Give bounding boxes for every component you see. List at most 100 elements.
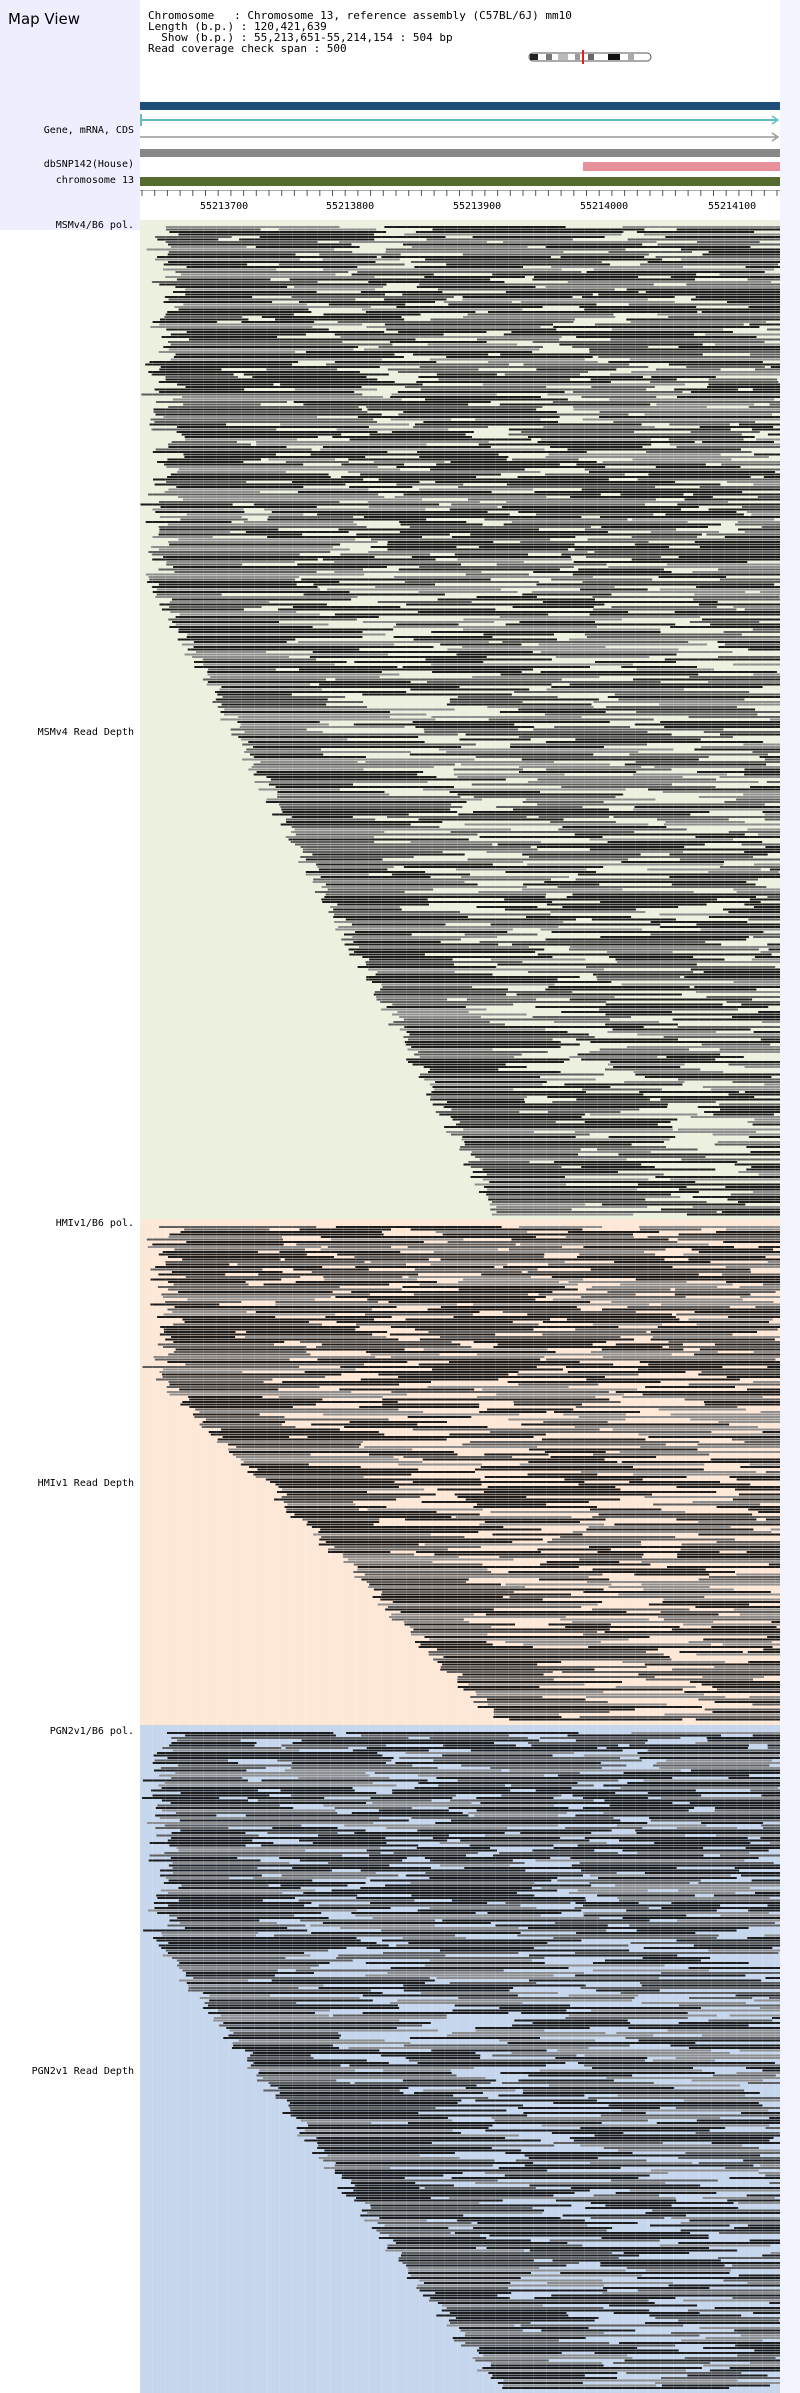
read-bar xyxy=(267,518,427,521)
read-bar xyxy=(159,1371,243,1373)
read-bar xyxy=(477,1396,596,1398)
read-bar xyxy=(512,943,722,946)
read-bar xyxy=(194,1416,285,1418)
read-bar xyxy=(470,1749,623,1752)
read-bar xyxy=(535,1789,696,1792)
read-bar xyxy=(670,276,780,278)
read-bar xyxy=(419,488,534,491)
read-bar xyxy=(586,556,662,558)
read-bar xyxy=(244,731,323,733)
read-bar xyxy=(624,763,767,766)
read-bar xyxy=(714,2307,780,2309)
read-bar xyxy=(699,1348,780,1351)
read-bar xyxy=(356,533,450,536)
read-bar xyxy=(393,626,597,628)
read-bar xyxy=(429,358,585,361)
read-bar xyxy=(362,2012,509,2014)
read-bar xyxy=(545,768,672,771)
read-bar xyxy=(732,1081,780,1083)
read-bar xyxy=(354,951,536,953)
read-bar xyxy=(602,2292,780,2294)
read-bar xyxy=(152,1243,284,1246)
read-bar xyxy=(590,378,677,381)
read-bar xyxy=(450,2322,531,2324)
read-bar xyxy=(548,986,690,988)
read-bar xyxy=(171,246,247,248)
read-bar xyxy=(670,626,780,628)
read-bar xyxy=(260,761,358,763)
read-bar xyxy=(266,368,338,371)
read-bar xyxy=(489,1181,696,1183)
read-bar xyxy=(173,1323,322,1326)
read-bar xyxy=(587,538,780,541)
msm-pol-label: MSMv4/B6 pol. xyxy=(55,220,134,231)
read-bar xyxy=(185,386,362,388)
read-bar xyxy=(621,861,725,863)
read-bar xyxy=(563,1413,626,1416)
read-bar xyxy=(387,1606,582,1608)
read-bar xyxy=(655,466,741,468)
read-bar xyxy=(165,313,294,316)
read-bar xyxy=(723,631,780,633)
read-bar xyxy=(158,381,395,383)
read-bar xyxy=(572,573,780,576)
read-bar xyxy=(511,1784,594,1787)
read-bar xyxy=(176,486,304,488)
read-bar xyxy=(159,1774,370,1777)
read-bar xyxy=(236,1456,394,1458)
read-bar xyxy=(459,738,531,741)
read-bar xyxy=(391,431,474,433)
read-bar xyxy=(559,343,703,346)
read-bar xyxy=(609,1804,780,1807)
read-bar xyxy=(608,1063,685,1066)
read-bar xyxy=(536,368,617,371)
read-bar xyxy=(434,1088,514,1091)
read-bar xyxy=(597,978,780,981)
read-bar xyxy=(317,2144,555,2147)
read-bar xyxy=(671,883,756,886)
read-bar xyxy=(172,1862,290,1864)
read-bar xyxy=(475,1691,604,1693)
read-bar xyxy=(628,2027,780,2029)
read-bar xyxy=(484,518,628,521)
read-bar xyxy=(145,573,365,576)
read-bar xyxy=(578,568,664,571)
read-bar xyxy=(395,2242,568,2244)
read-bar xyxy=(657,1326,780,1328)
read-bar xyxy=(180,518,248,521)
read-bar xyxy=(207,681,411,683)
read-bar xyxy=(411,556,571,558)
read-bar xyxy=(261,316,402,318)
read-bar xyxy=(583,1754,780,1757)
read-bar xyxy=(741,1874,780,1877)
read-bar xyxy=(302,851,443,853)
read-bar xyxy=(387,368,479,371)
read-bar xyxy=(754,1118,780,1121)
read-bar xyxy=(170,473,329,476)
read-bar xyxy=(318,1834,449,1837)
read-bar xyxy=(754,863,780,866)
read-bar xyxy=(416,286,536,288)
read-bar xyxy=(493,1711,610,1713)
read-bar xyxy=(569,2137,774,2139)
read-bar xyxy=(468,1161,530,1163)
read-bar xyxy=(769,403,780,406)
read-bar xyxy=(389,1616,566,1618)
read-bar xyxy=(729,2014,780,2017)
read-bar xyxy=(605,1013,780,1016)
read-bar xyxy=(177,1764,413,1767)
read-bar xyxy=(286,821,443,823)
chromosome-ideogram[interactable] xyxy=(528,50,653,64)
read-bar xyxy=(164,296,253,298)
hmi-pol-label: HMIv1/B6 pol. xyxy=(55,1218,134,1229)
read-bar xyxy=(440,1864,510,1867)
read-bar xyxy=(393,1021,490,1023)
read-bar xyxy=(760,2164,780,2167)
read-bar xyxy=(342,1556,459,1558)
read-bar xyxy=(613,1066,681,1068)
read-bar xyxy=(464,823,649,826)
read-bar xyxy=(486,1173,664,1176)
read-bar xyxy=(465,573,529,576)
read-bar xyxy=(165,276,375,278)
read-bar xyxy=(714,1143,780,1146)
